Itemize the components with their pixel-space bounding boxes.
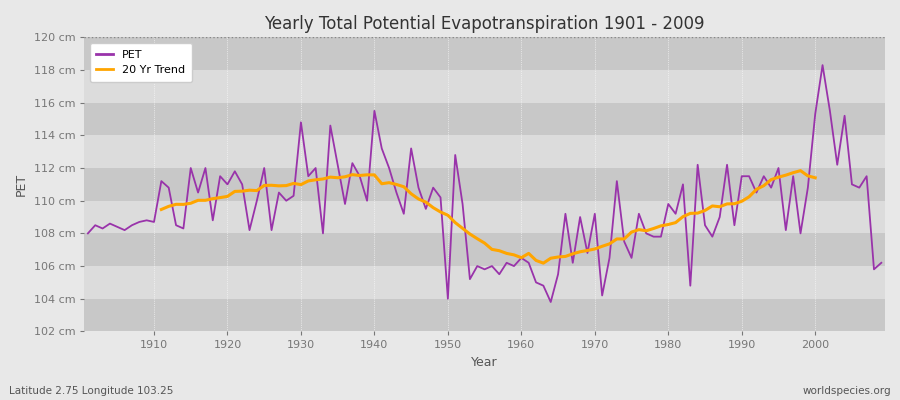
20 Yr Trend: [795, 168, 806, 173]
Text: worldspecies.org: worldspecies.org: [803, 386, 891, 396]
20 Yr Trend: [707, 204, 718, 208]
PET: [516, 256, 526, 260]
PET: [611, 179, 622, 184]
PET: [508, 264, 519, 268]
PET: [83, 231, 94, 236]
Bar: [85, 201, 885, 233]
Text: Latitude 2.75 Longitude 103.25: Latitude 2.75 Longitude 103.25: [9, 386, 174, 396]
Legend: PET, 20 Yr Trend: PET, 20 Yr Trend: [90, 43, 192, 82]
Bar: [85, 168, 885, 201]
20 Yr Trend: [788, 170, 798, 175]
20 Yr Trend: [810, 175, 821, 180]
20 Yr Trend: [244, 188, 255, 192]
20 Yr Trend: [722, 202, 733, 206]
Bar: [85, 135, 885, 168]
Bar: [85, 299, 885, 332]
Line: 20 Yr Trend: 20 Yr Trend: [161, 171, 815, 263]
X-axis label: Year: Year: [472, 356, 498, 369]
PET: [876, 260, 886, 265]
PET: [817, 63, 828, 68]
Y-axis label: PET: PET: [15, 173, 28, 196]
20 Yr Trend: [355, 173, 365, 178]
Title: Yearly Total Potential Evapotranspiration 1901 - 2009: Yearly Total Potential Evapotranspiratio…: [265, 15, 705, 33]
20 Yr Trend: [156, 207, 166, 212]
PET: [545, 300, 556, 304]
PET: [347, 161, 358, 166]
Bar: [85, 103, 885, 135]
PET: [303, 174, 314, 179]
Bar: [85, 233, 885, 266]
Bar: [85, 37, 885, 70]
20 Yr Trend: [619, 236, 630, 241]
Line: PET: PET: [88, 65, 881, 302]
Bar: [85, 266, 885, 299]
Bar: [85, 70, 885, 103]
PET: [141, 218, 152, 223]
20 Yr Trend: [538, 261, 549, 266]
